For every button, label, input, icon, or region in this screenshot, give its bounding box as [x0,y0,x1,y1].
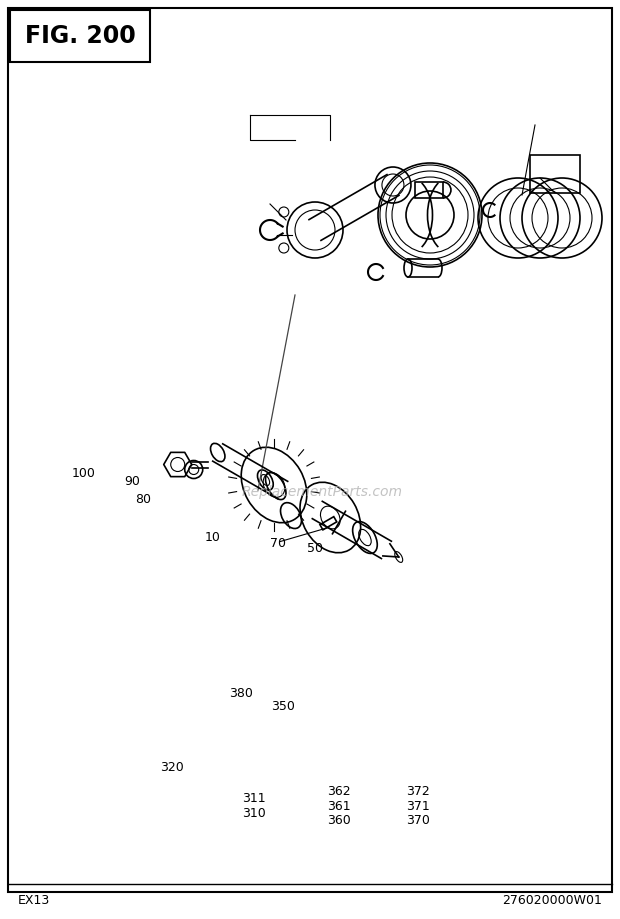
Text: 50: 50 [307,542,323,555]
Bar [320,516,337,530]
Text: 90: 90 [124,475,140,488]
Text: 311: 311 [242,792,265,805]
Text: 360: 360 [327,814,351,827]
Bar [10,10,150,62]
Text: ReplacementParts.com: ReplacementParts.com [242,484,403,499]
Text: 80: 80 [135,493,151,505]
Text: 276020000W01: 276020000W01 [502,894,602,907]
Text: 370: 370 [406,814,430,827]
Text: 372: 372 [406,785,430,798]
Text: 350: 350 [272,700,296,713]
Text: 380: 380 [229,687,254,700]
Bar [415,182,443,198]
Text: 310: 310 [242,807,265,820]
Text: 371: 371 [406,800,430,812]
Text: EX13: EX13 [18,894,50,907]
Text: 100: 100 [71,467,95,480]
Bar [530,155,580,193]
Text: 362: 362 [327,785,351,798]
Text: 320: 320 [160,761,184,774]
Text: 361: 361 [327,800,351,812]
Text: 70: 70 [270,537,286,550]
Text: 10: 10 [205,531,221,544]
Text: FIG. 200: FIG. 200 [25,24,135,48]
